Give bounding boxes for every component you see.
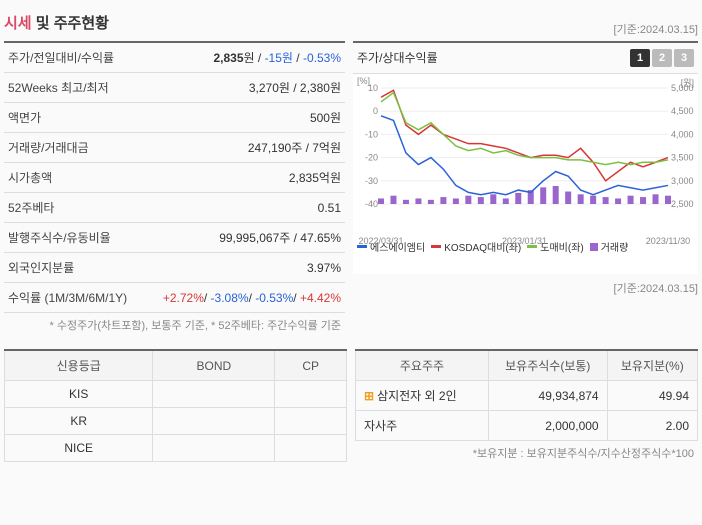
rating-cell xyxy=(275,408,347,435)
holders-header: 보유지분(%) xyxy=(607,350,697,381)
price-info-table: 주가/전일대비/수익률2,835원 / -15원 / -0.53%52Weeks… xyxy=(4,41,345,313)
info-value: +2.72%/ -3.08%/ -0.53%/ +4.42% xyxy=(140,283,345,313)
svg-text:-30: -30 xyxy=(365,176,378,186)
expand-icon[interactable]: ⊞ xyxy=(364,389,374,403)
svg-text:3,500: 3,500 xyxy=(671,153,694,163)
info-label: 52주베타 xyxy=(4,193,140,223)
holder-shares: 49,934,874 xyxy=(488,381,607,411)
holder-name: ⊞삼지전자 외 2인 xyxy=(356,381,489,411)
title-rest: 및 주주현황 xyxy=(32,15,109,32)
rating-cell xyxy=(275,435,347,462)
chart-tab-group: 123 xyxy=(630,49,694,67)
svg-text:4,500: 4,500 xyxy=(671,106,694,116)
x-tick: 2023/01/31 xyxy=(502,236,547,246)
info-label: 52Weeks 최고/최저 xyxy=(4,73,140,103)
rating-header: 신용등급 xyxy=(5,350,153,381)
info-value: 247,190주 / 7억원 xyxy=(140,133,345,163)
svg-text:-20: -20 xyxy=(365,153,378,163)
rating-cell xyxy=(153,435,275,462)
info-value: 3,270원 / 2,380원 xyxy=(140,73,345,103)
svg-text:0: 0 xyxy=(373,106,378,116)
rating-cell xyxy=(275,381,347,408)
svg-text:2,500: 2,500 xyxy=(671,199,694,209)
info-label: 외국인지분률 xyxy=(4,253,140,283)
info-label: 수익률 (1M/3M/6M/1Y) xyxy=(4,283,140,313)
chart-tab-3[interactable]: 3 xyxy=(674,49,694,67)
info-label: 액면가 xyxy=(4,103,140,133)
holder-name: 자사주 xyxy=(356,411,489,441)
info-value: 3.97% xyxy=(140,253,345,283)
holders-header: 주요주주 xyxy=(356,350,489,381)
x-tick: 2022/03/31 xyxy=(358,236,403,246)
y-right-label: [원] xyxy=(681,76,694,89)
rating-cell xyxy=(153,408,275,435)
info-label: 주가/전일대비/수익률 xyxy=(4,42,140,73)
info-label: 거래량/거래대금 xyxy=(4,133,140,163)
footnote-1: * 수정주가(차트포함), 보통주 기준, * 52주베타: 주간수익률 기준 xyxy=(4,313,345,337)
rating-cell xyxy=(153,381,275,408)
rating-cell: KR xyxy=(5,408,153,435)
holder-shares: 2,000,000 xyxy=(488,411,607,441)
title-accent: 시세 xyxy=(4,15,32,32)
holder-pct: 49.94 xyxy=(607,381,697,411)
rating-header: BOND xyxy=(153,350,275,381)
section-title: 시세 및 주주현황 xyxy=(4,8,109,37)
info-value: 99,995,067주 / 47.65% xyxy=(140,223,345,253)
ref-date-2: [기준:2024.03.15] xyxy=(353,274,698,296)
info-label: 시가총액 xyxy=(4,163,140,193)
info-value: 500원 xyxy=(140,103,345,133)
credit-rating-table: 신용등급BONDCP KISKRNICE xyxy=(4,349,347,462)
chart-tab-1[interactable]: 1 xyxy=(630,49,650,67)
line-chart-svg: -40-30-20-100102,5003,0003,5004,0004,500… xyxy=(353,74,698,234)
svg-text:-10: -10 xyxy=(365,129,378,139)
info-label: 발행주식수/유동비율 xyxy=(4,223,140,253)
info-value: 2,835억원 xyxy=(140,163,345,193)
x-tick: 2023/11/30 xyxy=(646,236,690,246)
major-holders-table: 주요주주보유주식수(보통)보유지분(%) ⊞삼지전자 외 2인49,934,87… xyxy=(355,349,698,441)
y-left-label: [%] xyxy=(357,76,370,86)
svg-text:-40: -40 xyxy=(365,199,378,209)
chart-title: 주가/상대수익률 xyxy=(357,49,438,67)
rating-cell: KIS xyxy=(5,381,153,408)
info-value: 2,835원 / -15원 / -0.53% xyxy=(140,42,345,73)
ref-date: [기준:2024.03.15] xyxy=(614,21,698,37)
legend-item: 거래량 xyxy=(590,239,629,254)
holders-footnote: *보유지분 : 보유지분주식수/지수산정주식수*100 xyxy=(355,441,698,465)
holder-pct: 2.00 xyxy=(607,411,697,441)
svg-text:4,000: 4,000 xyxy=(671,129,694,139)
chart-area: [%] [원] -40-30-20-100102,5003,0003,5004,… xyxy=(353,74,698,274)
rating-cell: NICE xyxy=(5,435,153,462)
rating-header: CP xyxy=(275,350,347,381)
info-value: 0.51 xyxy=(140,193,345,223)
chart-tab-2[interactable]: 2 xyxy=(652,49,672,67)
svg-text:3,000: 3,000 xyxy=(671,176,694,186)
holders-header: 보유주식수(보통) xyxy=(488,350,607,381)
